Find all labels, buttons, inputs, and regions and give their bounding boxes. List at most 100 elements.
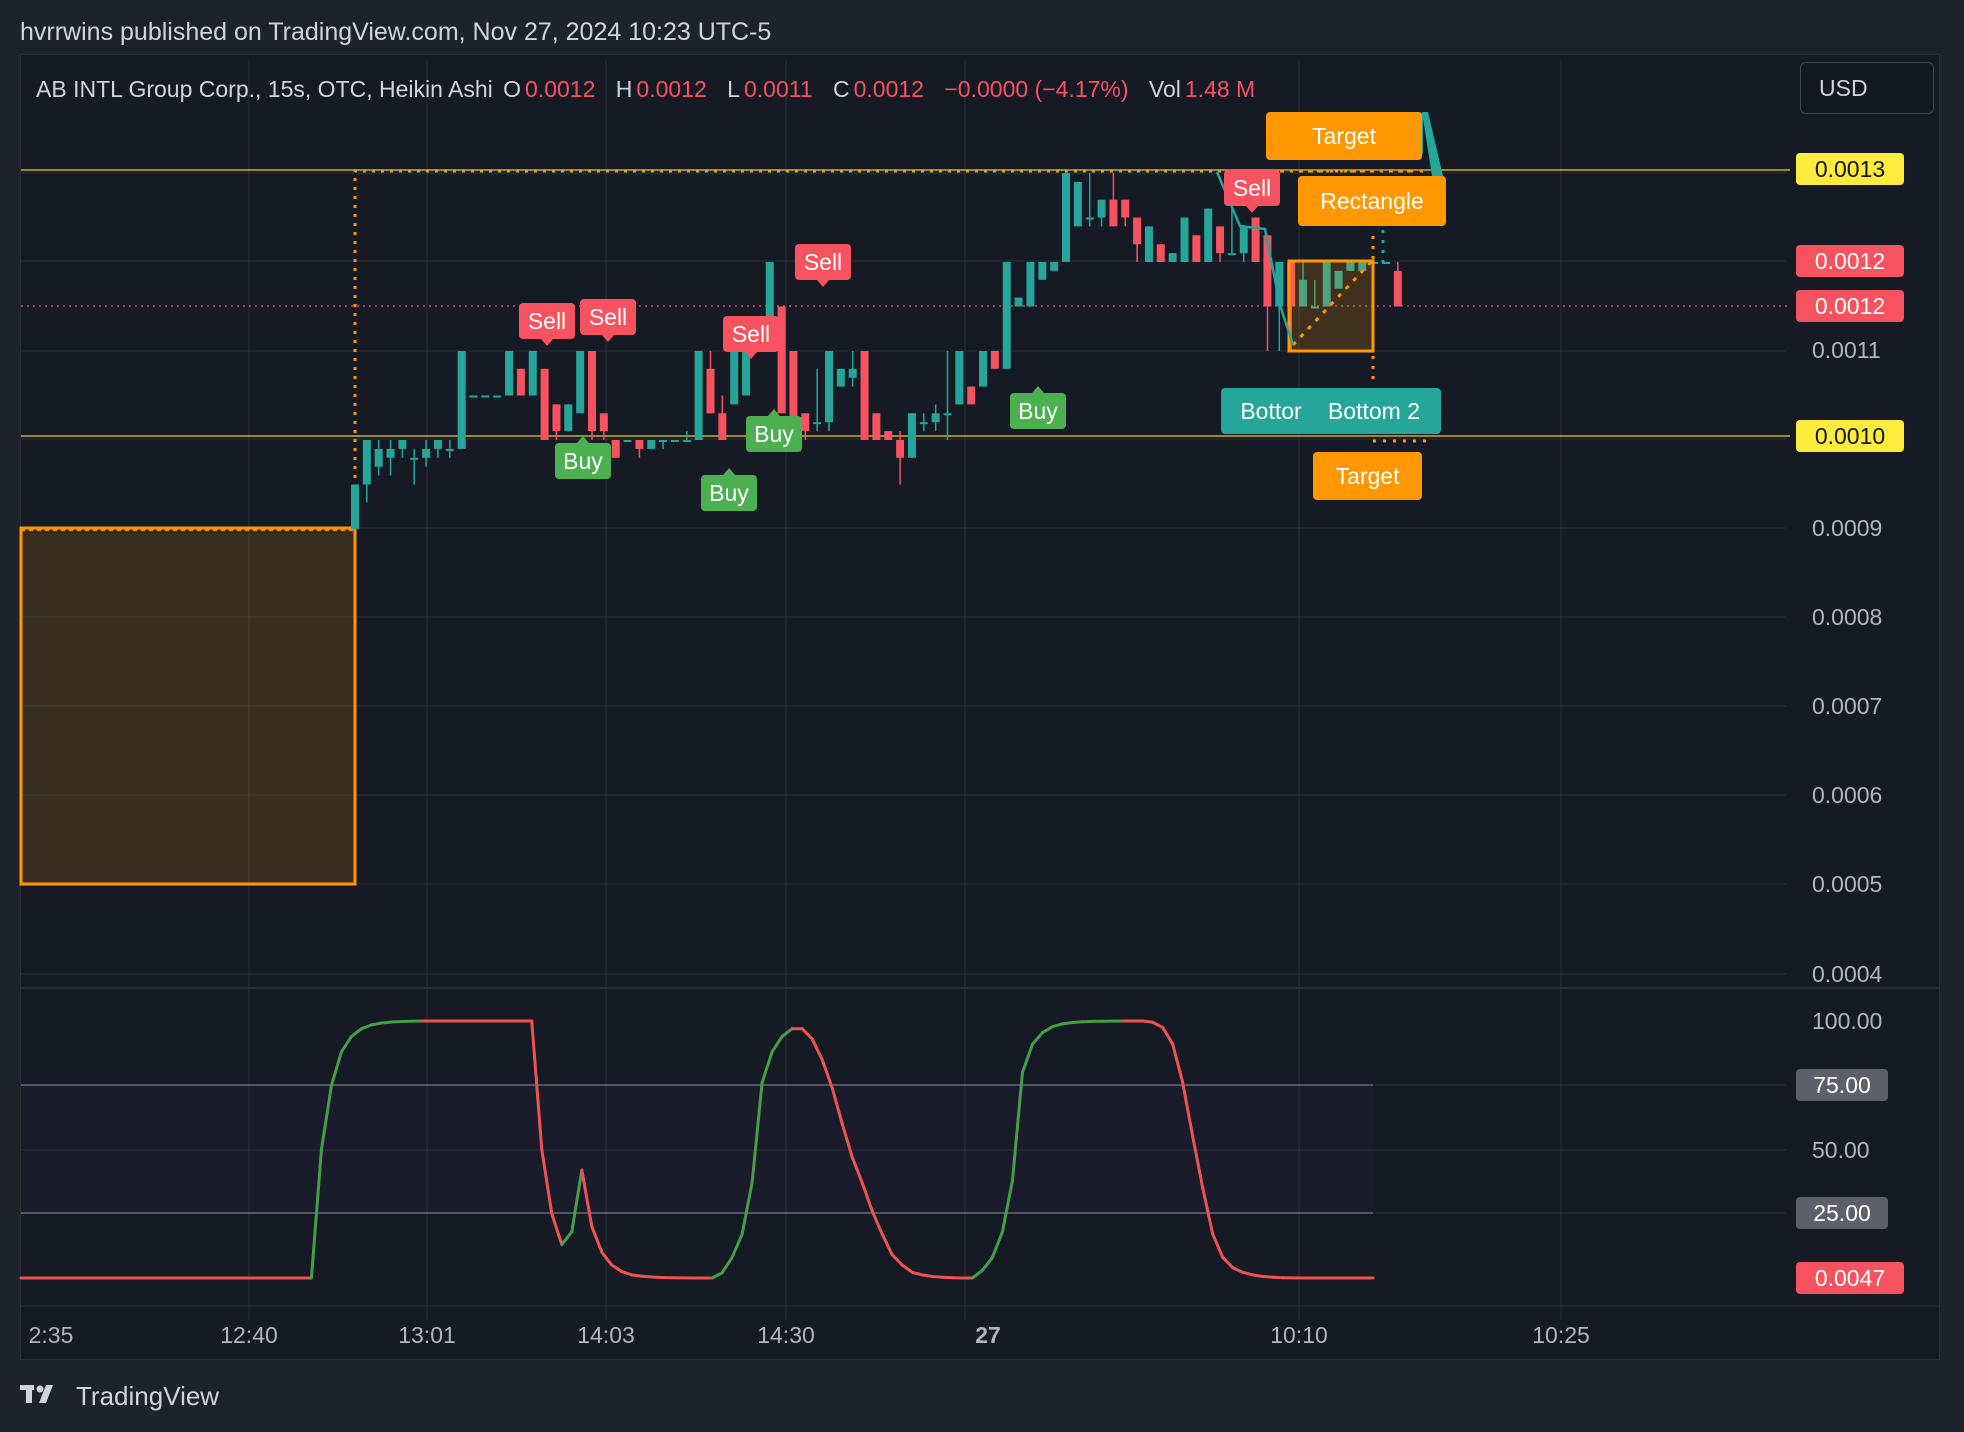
buy-signal[interactable]: Buy [746, 409, 802, 452]
osc-price-tag-red[interactable]: 0.0047 [1796, 1262, 1904, 1294]
footer: TradingView [20, 1380, 219, 1412]
buy-signal-text: Buy [563, 448, 603, 474]
buy-signal[interactable]: Buy [1010, 386, 1066, 429]
oscillator-segment [900, 1263, 914, 1274]
oscillator-segment [650, 1275, 664, 1279]
candle-body [813, 422, 822, 425]
oscillator-segment [1051, 1022, 1065, 1029]
bottom2-label-partial[interactable]: Bottor [1221, 388, 1321, 434]
oscillator-segment [570, 1168, 584, 1234]
candle-body [1085, 217, 1094, 220]
sell-signal[interactable]: Sell [519, 303, 575, 346]
candle-body [481, 395, 490, 398]
buy-signal-bg [701, 475, 757, 511]
target-label-top[interactable]: Target [1266, 112, 1422, 160]
oscillator-segment [1181, 1081, 1195, 1139]
oscillator-segment [1151, 1020, 1165, 1029]
currency-selector[interactable]: USD [1800, 62, 1934, 114]
target-label-top-bg [1266, 112, 1422, 160]
candle-body [516, 368, 525, 396]
price-tag-yellow-text: 0.0010 [1815, 423, 1885, 449]
candle-body [1014, 297, 1023, 307]
candle-body [1346, 262, 1355, 271]
rectangle-label[interactable]: Rectangle [1298, 176, 1446, 226]
oscillator-segment [610, 1263, 624, 1274]
sell-signal-bg [580, 299, 636, 335]
y-axis-tick-label: 0.0004 [1812, 961, 1883, 987]
candle-body [1168, 253, 1177, 262]
x-axis-tick-label: 10:10 [1270, 1322, 1328, 1348]
sell-signal[interactable]: Sell [795, 244, 851, 287]
oscillator-segment [1241, 1270, 1255, 1277]
symbol-title[interactable]: AB INTL Group Corp., 15s, OTC, Heikin As… [36, 76, 493, 102]
sell-signal[interactable]: Sell [723, 316, 779, 359]
osc-price-tag-gray-text: 25.00 [1813, 1200, 1871, 1226]
x-axis-tick-label: 10:25 [1532, 1322, 1590, 1348]
buy-signal[interactable]: Buy [701, 468, 757, 511]
candle-body [493, 395, 502, 398]
sell-signal-pointer [745, 352, 757, 359]
osc-price-tag-gray-text: 75.00 [1813, 1072, 1871, 1098]
candle-body [1038, 262, 1047, 280]
candle-body [623, 440, 632, 442]
candle-body [1121, 199, 1130, 218]
osc-price-tag-gray[interactable]: 25.00 [1796, 1197, 1888, 1229]
oscillator-segment [1161, 1025, 1175, 1046]
price-tag-yellow[interactable]: 0.0010 [1796, 420, 1904, 452]
candle-body [457, 351, 466, 449]
candle-body [742, 333, 751, 396]
oscillator-segment [590, 1225, 604, 1254]
osc-price-tag-gray[interactable]: 75.00 [1796, 1069, 1888, 1101]
sell-signal-bg [723, 316, 779, 352]
sell-signal-bg [1224, 170, 1280, 206]
candle-body [386, 448, 395, 458]
oscillator-segment [770, 1034, 784, 1054]
candle-body [1050, 262, 1059, 271]
candle-body [433, 440, 442, 449]
oscillator-segment [1030, 1031, 1045, 1046]
oscillator-segment [830, 1086, 844, 1126]
x-axis-tick-label: 14:30 [757, 1322, 815, 1348]
open-value: 0.0012 [525, 76, 596, 102]
bottom2-label[interactable]: Bottom 2 [1307, 388, 1441, 434]
tradingview-logo-text[interactable]: TradingView [76, 1380, 220, 1411]
candle-body [635, 440, 644, 449]
symbol-legend: AB INTL Group Corp., 15s, OTC, Heikin As… [36, 76, 1269, 103]
candle-body [1180, 217, 1189, 262]
osc-axis-tick-label: 50.00 [1812, 1137, 1870, 1163]
candle-body [718, 413, 727, 440]
y-axis-tick-label: 0.0009 [1812, 515, 1882, 541]
oscillator-segment [810, 1037, 824, 1062]
buy-signal-pointer [577, 436, 589, 443]
price-tag-red[interactable]: 0.0012 [1796, 290, 1904, 322]
oscillator-segment [339, 1034, 353, 1054]
candle-body [1251, 217, 1260, 262]
oscillator-segment [910, 1270, 924, 1277]
candle-body [410, 457, 419, 460]
tradingview-logo-icon[interactable] [20, 1380, 66, 1412]
candle-body [1073, 181, 1082, 227]
price-tag-yellow[interactable]: 0.0013 [1796, 153, 1904, 185]
oscillator-segment [380, 1020, 394, 1025]
oscillator-segment [1061, 1021, 1075, 1026]
oscillator-segment [1041, 1025, 1055, 1035]
candle-body [528, 351, 537, 396]
buy-signal-bg [1010, 393, 1066, 429]
candle-body [540, 368, 549, 440]
buy-signal-pointer [768, 409, 780, 416]
x-axis-tick-label: 2:35 [29, 1322, 74, 1348]
candle-body [1156, 244, 1165, 262]
target-label-bottom[interactable]: Target [1313, 452, 1422, 500]
candle-body [1299, 279, 1307, 307]
publisher-caption: hvrrwins published on TradingView.com, N… [20, 18, 772, 46]
sell-signal[interactable]: Sell [580, 299, 636, 342]
sell-signal[interactable]: Sell [1224, 170, 1280, 213]
buy-signal-bg [746, 416, 802, 452]
target-teal-tail [1422, 112, 1443, 176]
y-axis-tick-label: 0.0005 [1812, 871, 1882, 897]
candle-body [576, 351, 585, 414]
candle-body [1239, 226, 1248, 254]
buy-signal[interactable]: Buy [555, 436, 611, 479]
price-tag-red[interactable]: 0.0012 [1796, 245, 1904, 277]
